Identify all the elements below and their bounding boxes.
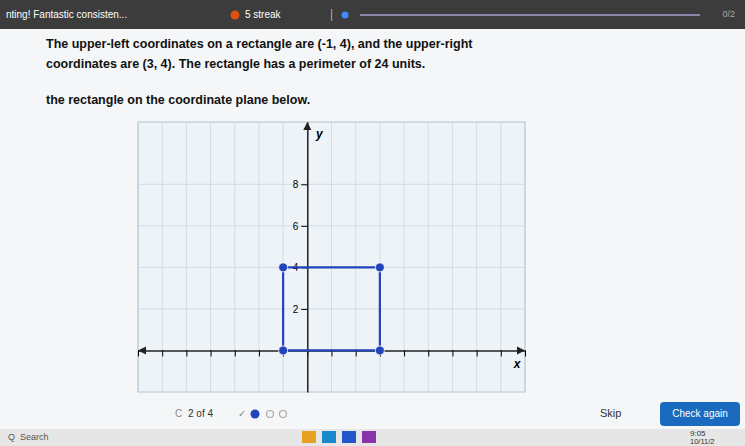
header-separator: | <box>330 7 333 21</box>
problem-text: The upper-left coordinates on a rectangl… <box>46 37 473 51</box>
tick-mark <box>186 350 187 356</box>
tick-mark <box>301 226 307 227</box>
check-mark: ✓ <box>238 408 246 419</box>
tick <box>525 350 526 356</box>
axis-line <box>307 123 309 393</box>
header-message: nting! Fantastic consisten... <box>6 9 127 20</box>
taskbar-icon[interactable] <box>342 431 356 443</box>
y-axis-label: y <box>315 127 324 141</box>
search-box[interactable]: Search <box>20 432 49 442</box>
tick-mark <box>452 350 453 356</box>
tick <box>211 350 212 356</box>
tick-mark <box>501 350 502 356</box>
tick-label: 8 <box>293 179 299 190</box>
skip-button[interactable]: Skip <box>600 407 621 419</box>
tick <box>259 350 260 356</box>
taskbar-icon[interactable] <box>362 431 376 443</box>
marks <box>279 263 385 355</box>
corner-point <box>375 346 384 355</box>
tick: 6 <box>293 221 308 232</box>
page: nting! Fantastic consisten... 5 streak | 0/… <box>0 0 745 446</box>
tick <box>138 350 139 356</box>
axis-arrow <box>517 346 525 354</box>
streak-text: 5 streak <box>245 9 282 20</box>
x-axis-label: x <box>513 357 522 371</box>
axis-arrow <box>138 346 146 354</box>
header-score: 0/2 <box>722 9 735 19</box>
grid-line <box>138 184 525 185</box>
check-button[interactable] <box>660 402 740 426</box>
tick-mark <box>301 309 307 310</box>
tick-mark <box>162 350 163 356</box>
question-count: 2 of 4 <box>188 408 213 419</box>
taskbar: QSearch9:0510/11/2 <box>0 429 745 446</box>
plot-background <box>138 122 525 392</box>
footer-icon: C <box>175 408 182 419</box>
tick <box>186 350 187 356</box>
footer: C 2 of 4 ✓ Skip Check again <box>0 399 745 429</box>
page-background <box>0 0 745 446</box>
tick <box>404 350 405 356</box>
corner-point <box>375 263 384 272</box>
taskbar-background <box>0 429 745 446</box>
tick <box>428 350 429 356</box>
tick-mark <box>404 350 405 356</box>
tick: 2 <box>293 304 308 315</box>
tick-mark <box>301 184 307 185</box>
header-background <box>0 0 745 29</box>
grid <box>138 122 525 392</box>
footer-background <box>0 399 745 429</box>
progress-bar <box>360 14 700 16</box>
tick-mark <box>235 350 236 356</box>
progress-step <box>251 410 260 419</box>
progress-step <box>280 411 287 418</box>
plot: 8642xy <box>138 122 526 393</box>
taskbar-icon[interactable] <box>322 431 336 443</box>
axis-arrow <box>303 122 311 130</box>
corner-point <box>279 263 288 272</box>
tick <box>162 350 163 356</box>
search-icon[interactable]: Q <box>8 432 15 442</box>
tick: 8 <box>293 179 308 190</box>
tick-label: 2 <box>293 304 299 315</box>
progress-step <box>267 411 274 418</box>
grid-line <box>138 225 525 226</box>
tick-mark <box>211 350 212 356</box>
streak-dot <box>231 11 240 20</box>
axis-arrows <box>138 122 525 354</box>
tick-mark <box>428 350 429 356</box>
check-button-label[interactable]: Check again <box>672 408 728 419</box>
y-axis: 8642 <box>293 123 308 393</box>
problem-text: the rectangle on the coordinate plane be… <box>46 93 310 107</box>
plot-frame <box>138 122 525 392</box>
clock-date: 10/11/2 <box>690 437 714 446</box>
tick-label: 6 <box>293 221 299 232</box>
grid-line <box>138 308 525 309</box>
tick <box>477 350 478 356</box>
tick-mark <box>138 350 139 356</box>
tick-mark <box>477 350 478 356</box>
corner-point <box>279 346 288 355</box>
tick <box>452 350 453 356</box>
header: nting! Fantastic consisten... 5 streak | 0/… <box>0 0 745 29</box>
rectangle-outline <box>283 267 380 350</box>
tick-mark <box>259 350 260 356</box>
problem-text: coordinates are (3, 4). The rectangle ha… <box>46 57 425 71</box>
tick <box>501 350 502 356</box>
taskbar-icon[interactable] <box>302 431 316 443</box>
tick-mark <box>525 350 526 356</box>
progress-dot <box>342 12 349 19</box>
tick <box>235 350 236 356</box>
